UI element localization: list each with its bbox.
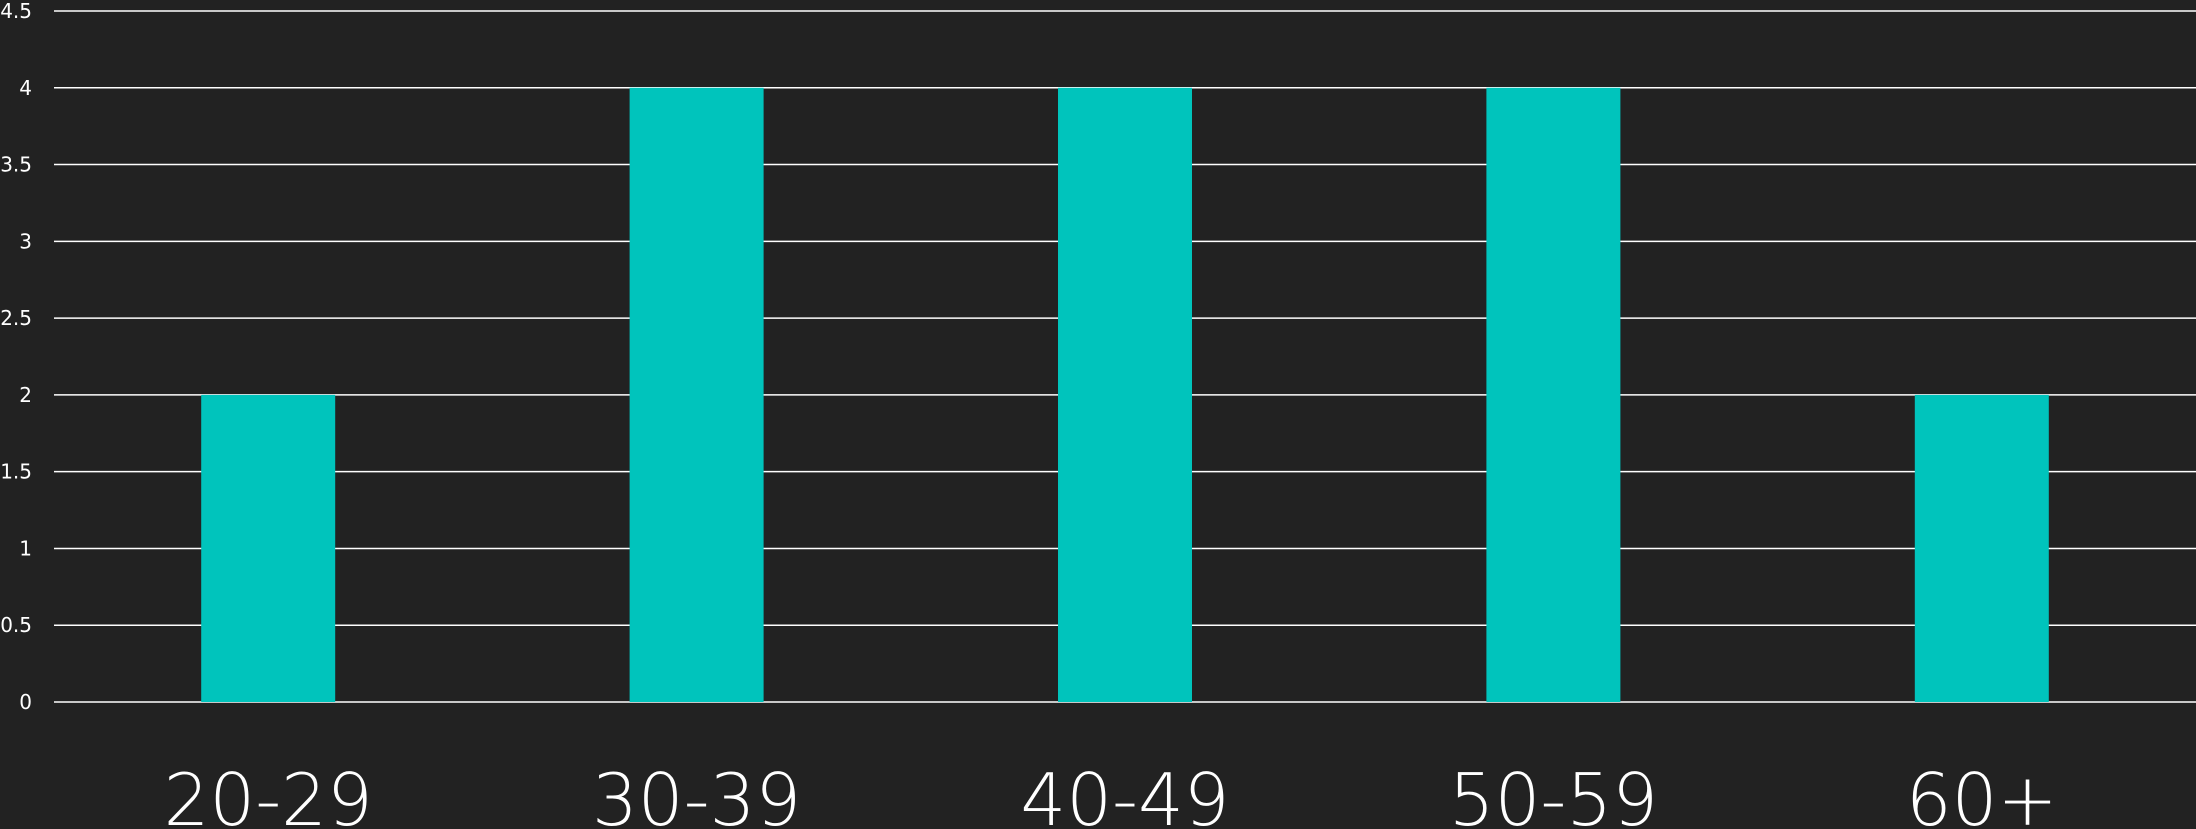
- y-tick-label: 3: [19, 229, 32, 253]
- y-tick-label: 0: [19, 690, 32, 714]
- bar-60+: [1914, 394, 2049, 702]
- y-tick-label: 1.5: [0, 460, 32, 484]
- bar-20-29: [201, 394, 336, 702]
- y-tick-label: 4: [19, 76, 32, 100]
- y-tick-label: 1: [19, 536, 32, 560]
- y-tick-label: 4.5: [0, 0, 32, 23]
- y-tick-label: 2.5: [0, 306, 32, 330]
- y-tick-label: 2: [19, 383, 32, 407]
- x-tick-label: 40-49: [1020, 758, 1229, 829]
- x-tick-label: 50-59: [1449, 758, 1658, 829]
- x-tick-label: 60+: [1906, 758, 2058, 829]
- bar-40-49: [1058, 87, 1192, 703]
- bar-30-39: [629, 87, 764, 703]
- bar-50-59: [1486, 87, 1621, 703]
- y-axis-tick-labels: 0 0.5 1 1.5 2 2.5 3 3.5 4 4.5: [0, 0, 32, 714]
- x-axis-tick-labels: 20-29 30-39 40-49 50-59 60+: [164, 758, 2058, 829]
- y-tick-label: 3.5: [0, 153, 32, 177]
- x-tick-label: 20-29: [164, 758, 373, 829]
- y-tick-label: 0.5: [0, 613, 32, 637]
- x-tick-label: 30-39: [592, 758, 801, 829]
- bars: [201, 87, 2049, 703]
